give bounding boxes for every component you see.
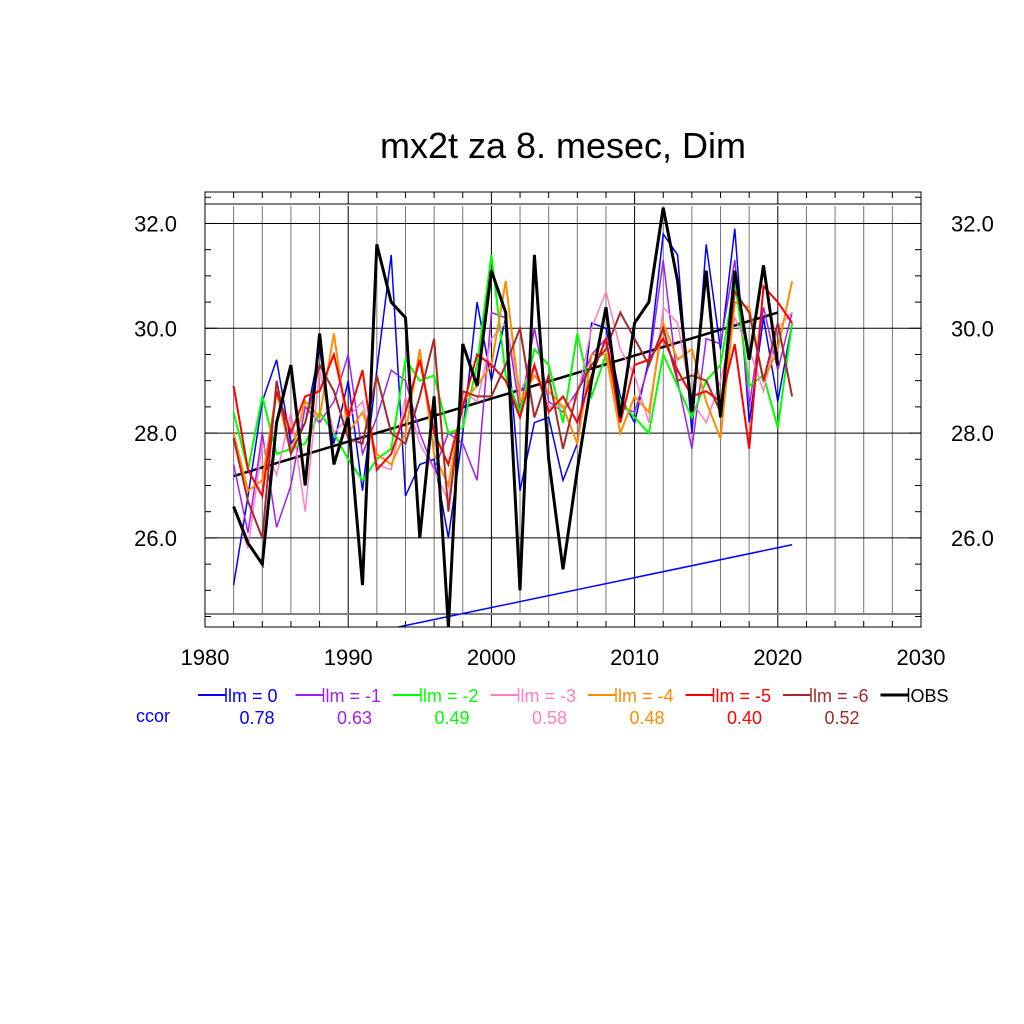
y-tick-label: 26.0	[134, 526, 177, 551]
legend-ccor-value: 0.40	[727, 708, 762, 728]
legend-ccor-value: 0.78	[239, 708, 274, 728]
legend-label: lm = -2	[423, 686, 479, 706]
x-tick-label: 2020	[753, 645, 802, 670]
series-line-lm-5	[232, 283, 793, 500]
legend-ccor-value: 0.63	[337, 708, 372, 728]
legend-ccor-value: 0.48	[629, 708, 664, 728]
legend-label: lm = -1	[326, 686, 382, 706]
x-tick-label: 2030	[897, 645, 946, 670]
plot-frame	[204, 191, 922, 628]
trend-line	[233, 311, 779, 478]
trend-line	[398, 543, 793, 628]
x-tick-label: 1980	[181, 645, 230, 670]
legend-label: lm = -6	[813, 686, 869, 706]
legend-row-label: ccor	[136, 706, 170, 726]
x-tick-label: 2000	[467, 645, 516, 670]
y-tick-label: 30.0	[134, 316, 177, 341]
legend-ccor-value: 0.49	[434, 708, 469, 728]
axis-ticks: 1980 1990 2000 2010 2020 2030 26.0 26.0 28.0 28.0…	[134, 192, 994, 670]
series-line-obs	[232, 207, 780, 628]
y-tick-label-right: 26.0	[951, 526, 994, 551]
y-tick-label: 28.0	[134, 421, 177, 446]
x-tick-label: 1990	[324, 645, 373, 670]
legend: ccor lm = 00.78 lm = -10.63 lm = -20.49 lm =…	[136, 686, 949, 728]
legend-label: lm = -5	[716, 686, 772, 706]
legend-label: OBS	[911, 686, 949, 706]
y-tick-label: 32.0	[134, 211, 177, 236]
x-tick-label: 2010	[610, 645, 659, 670]
y-tick-label-right: 30.0	[951, 316, 994, 341]
legend-label: lm = 0	[228, 686, 278, 706]
chart-title: mx2t za 8. mesec, Dim	[380, 125, 746, 166]
series-line-lm-2	[232, 254, 794, 483]
y-tick-label-right: 32.0	[951, 211, 994, 236]
series-line-lm-6	[232, 288, 794, 539]
legend-ccor-value: 0.52	[824, 708, 859, 728]
series-lines	[232, 207, 794, 628]
trend-lines	[233, 311, 793, 628]
y-tick-label-right: 28.0	[951, 421, 994, 446]
legend-label: lm = -3	[521, 686, 577, 706]
legend-ccor-value: 0.58	[532, 708, 567, 728]
legend-label: lm = -4	[618, 686, 674, 706]
